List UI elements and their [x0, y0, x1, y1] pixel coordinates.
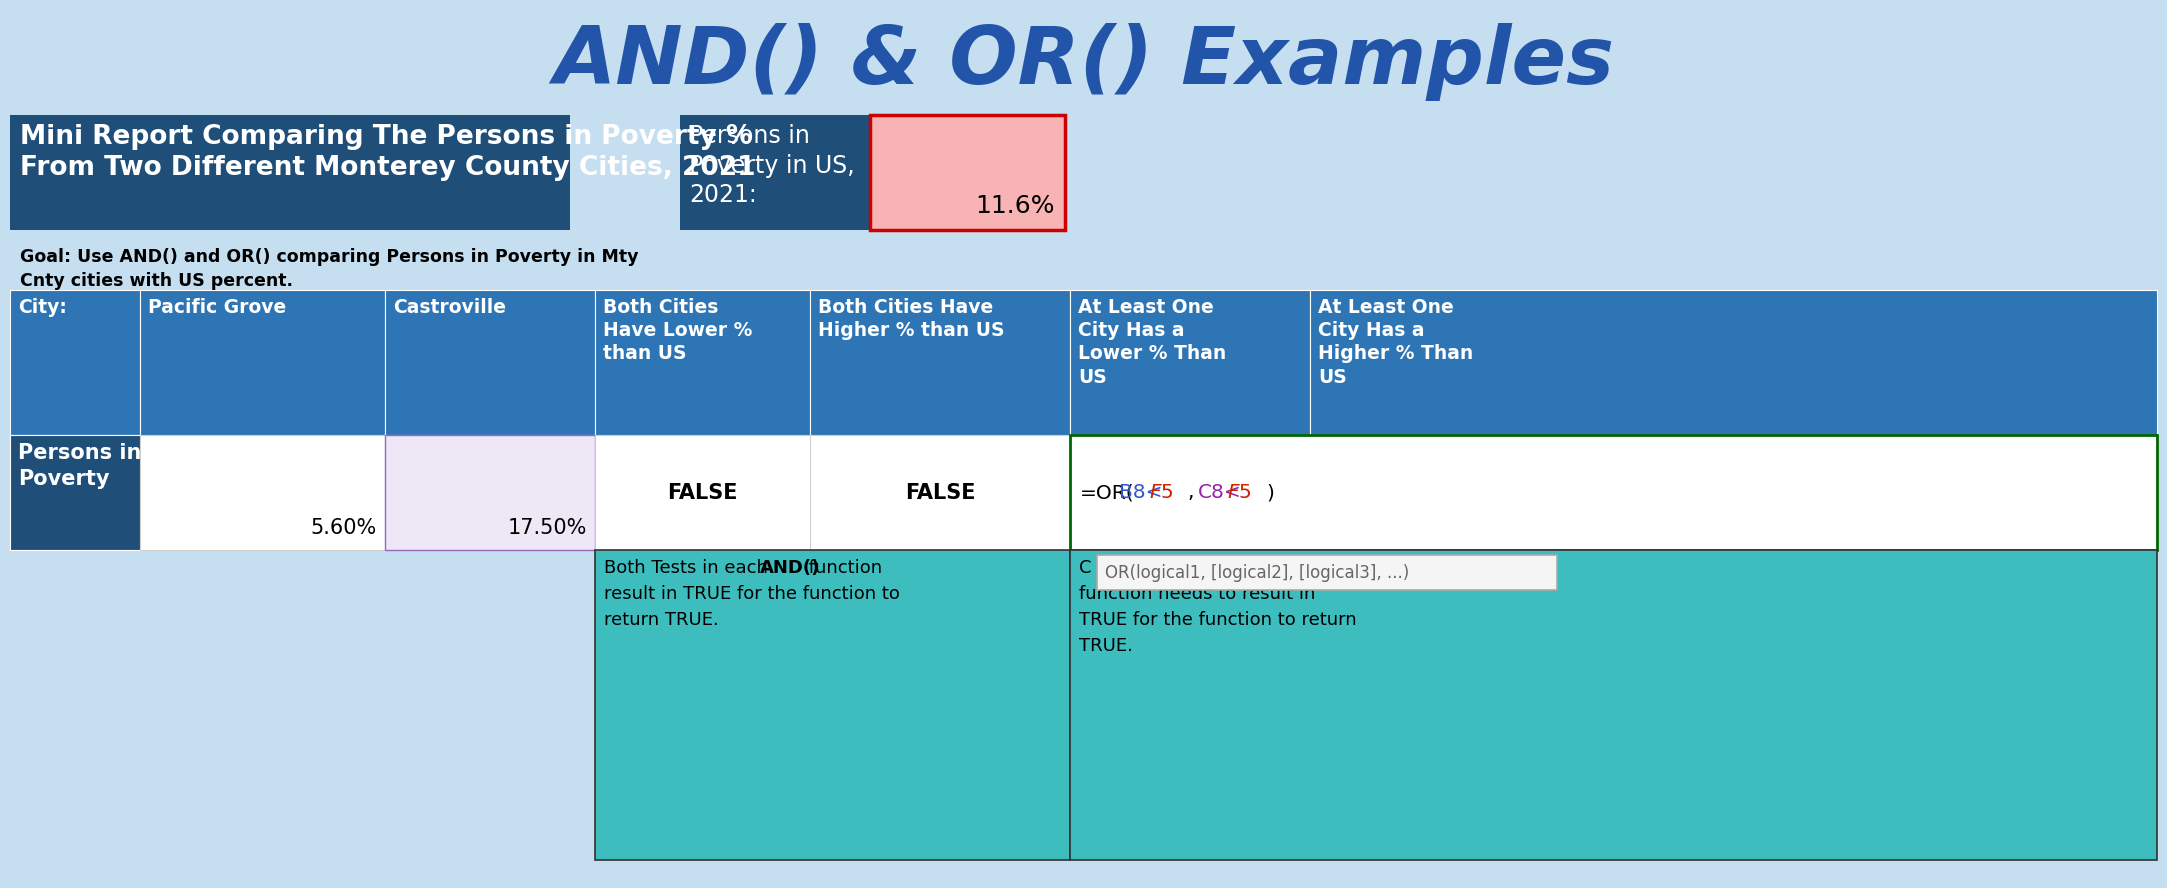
FancyBboxPatch shape: [386, 290, 596, 435]
Text: AND(): AND(): [761, 559, 819, 577]
Text: City:: City:: [17, 298, 67, 317]
Text: Pacific Grove: Pacific Grove: [147, 298, 286, 317]
FancyBboxPatch shape: [11, 435, 141, 550]
Text: Castroville: Castroville: [392, 298, 507, 317]
Text: Goal: Use AND() and OR() comparing Persons in Poverty in Mty
Cnty cities with US: Goal: Use AND() and OR() comparing Perso…: [20, 248, 639, 289]
Text: TRUE.: TRUE.: [1079, 637, 1133, 655]
Text: ): ): [1266, 483, 1274, 502]
Text: 5.60%: 5.60%: [310, 518, 377, 538]
FancyBboxPatch shape: [1070, 290, 1311, 435]
FancyBboxPatch shape: [596, 550, 1070, 860]
FancyBboxPatch shape: [596, 290, 810, 435]
Text: At Least One
City Has a
Lower % Than
US: At Least One City Has a Lower % Than US: [1077, 298, 1227, 386]
Text: OR(logical1, [logical2], [logical3], ...): OR(logical1, [logical2], [logical3], ...…: [1105, 564, 1409, 582]
Text: $F$5: $F$5: [1149, 483, 1172, 502]
FancyBboxPatch shape: [11, 115, 570, 230]
FancyBboxPatch shape: [1311, 290, 2156, 435]
Text: result in TRUE for the function to: result in TRUE for the function to: [605, 585, 899, 603]
FancyBboxPatch shape: [386, 435, 596, 550]
FancyBboxPatch shape: [141, 290, 386, 435]
Text: B8<: B8<: [1118, 483, 1164, 502]
Text: C8<: C8<: [1198, 483, 1242, 502]
FancyBboxPatch shape: [869, 115, 1064, 230]
Text: Persons in
Poverty in US,
2021:: Persons in Poverty in US, 2021:: [689, 124, 854, 208]
Text: Mini Report Comparing The Persons in Poverty %
From Two Different Monterey Count: Mini Report Comparing The Persons in Pov…: [20, 124, 756, 181]
Text: Both Cities Have
Higher % than US: Both Cities Have Higher % than US: [817, 298, 1005, 340]
FancyBboxPatch shape: [596, 435, 810, 550]
FancyBboxPatch shape: [680, 115, 869, 230]
Text: C: C: [1079, 559, 1092, 577]
Text: 17.50%: 17.50%: [507, 518, 587, 538]
Text: $F$5: $F$5: [1227, 483, 1253, 502]
FancyBboxPatch shape: [1097, 555, 1558, 590]
Text: 11.6%: 11.6%: [975, 194, 1055, 218]
Text: Both Tests in each: Both Tests in each: [605, 559, 774, 577]
Text: AND() & OR() Examples: AND() & OR() Examples: [553, 23, 1614, 101]
Text: Persons in
Poverty: Persons in Poverty: [17, 443, 141, 489]
FancyBboxPatch shape: [11, 290, 141, 435]
FancyBboxPatch shape: [810, 290, 1070, 435]
Text: function needs to result in: function needs to result in: [1079, 585, 1315, 603]
Text: function: function: [802, 559, 882, 577]
Text: return TRUE.: return TRUE.: [605, 611, 719, 629]
Text: At Least One
City Has a
Higher % Than
US: At Least One City Has a Higher % Than US: [1318, 298, 1474, 386]
Text: =OR(: =OR(: [1079, 483, 1136, 502]
FancyBboxPatch shape: [141, 435, 386, 550]
Text: FALSE: FALSE: [906, 482, 975, 503]
FancyBboxPatch shape: [1070, 550, 2156, 860]
FancyBboxPatch shape: [1070, 435, 2156, 550]
FancyBboxPatch shape: [810, 435, 1070, 550]
Text: FALSE: FALSE: [667, 482, 737, 503]
Text: ,: ,: [1188, 483, 1194, 502]
Text: TRUE for the function to return: TRUE for the function to return: [1079, 611, 1357, 629]
Text: Both Cities
Have Lower %
than US: Both Cities Have Lower % than US: [602, 298, 752, 363]
